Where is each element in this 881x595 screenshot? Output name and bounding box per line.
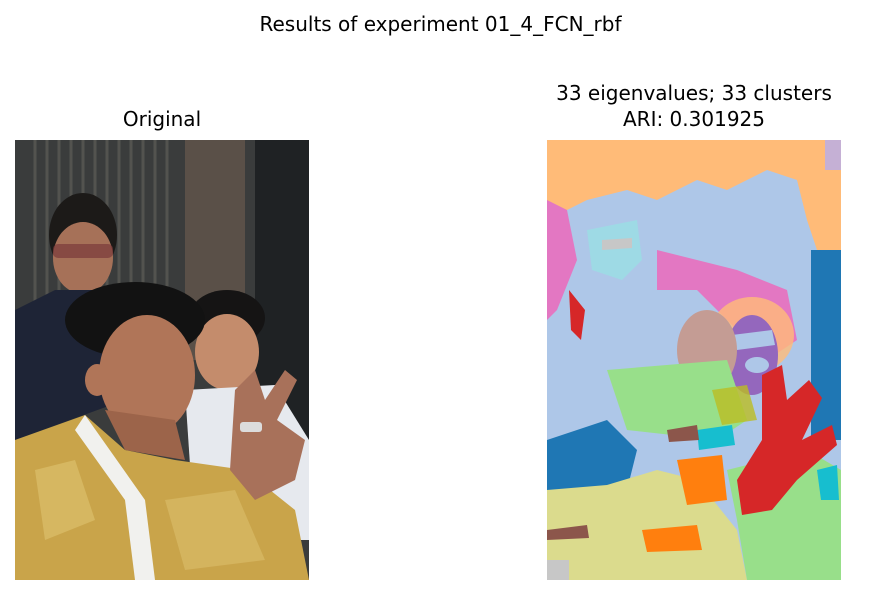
segmentation-title: 33 eigenvalues; 33 clusters ARI: 0.30192… (494, 80, 881, 132)
segmentation-title-eigenvalues: 33 eigenvalues; 33 clusters (556, 81, 832, 105)
original-photo (15, 140, 309, 580)
segmentation-title-ari: ARI: 0.301925 (622, 107, 765, 131)
figure-suptitle: Results of experiment 01_4_FCN_rbf (259, 12, 622, 36)
original-image-title: Original (122, 107, 202, 131)
segmentation-map (547, 140, 841, 580)
